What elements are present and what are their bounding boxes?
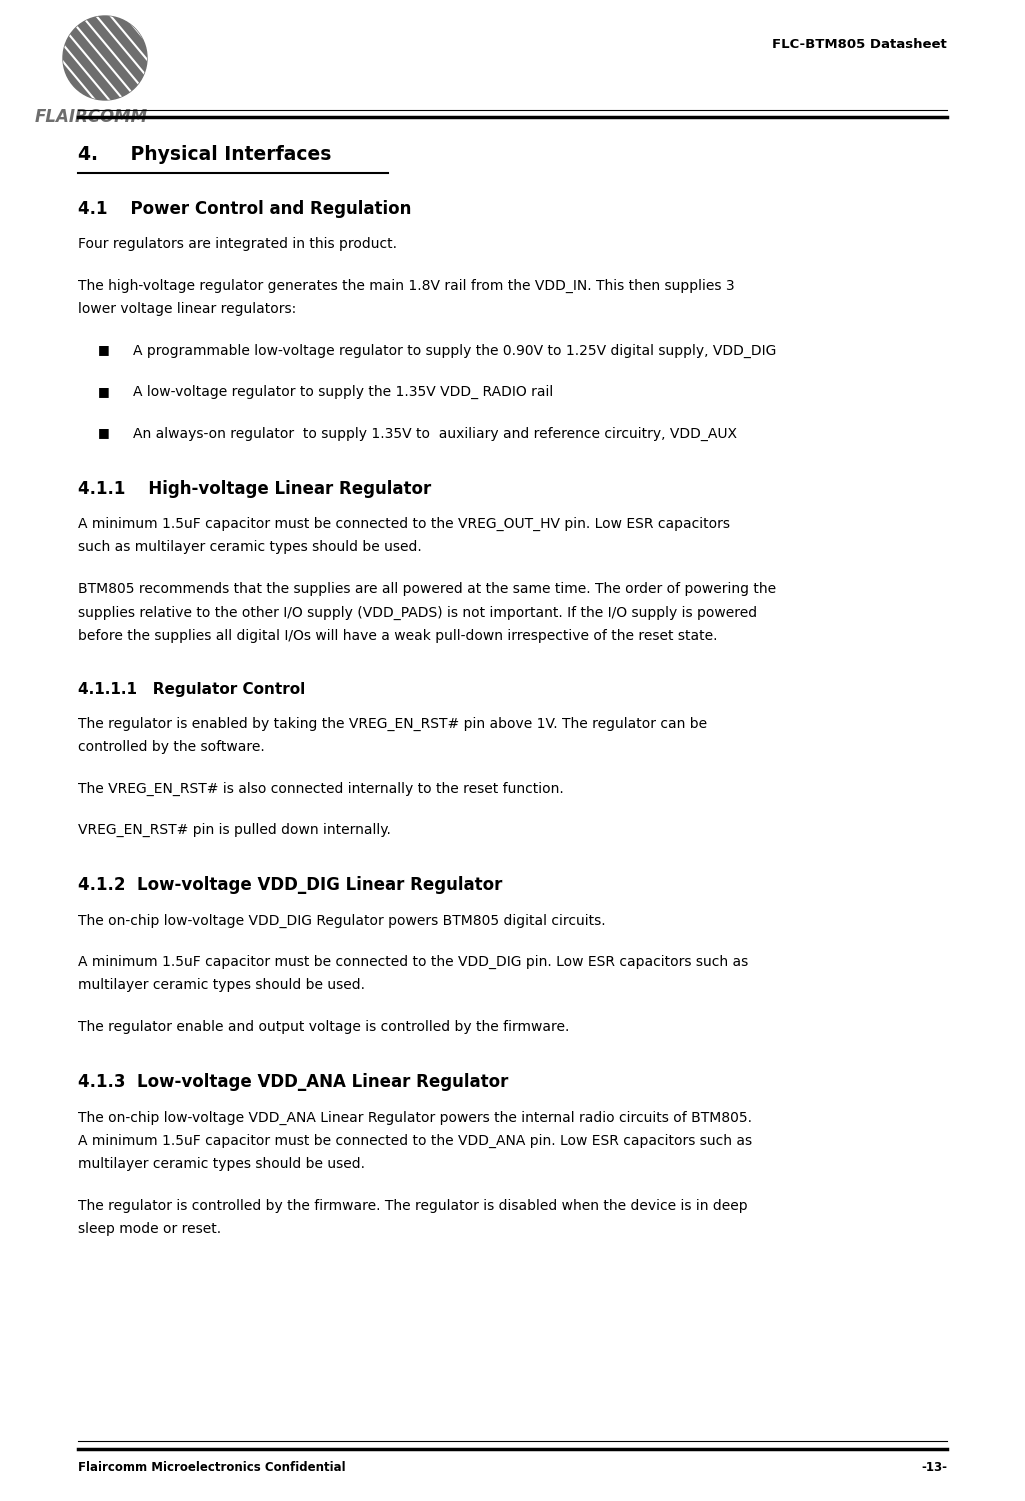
Text: The high-voltage regulator generates the main 1.8V rail from the VDD_IN. This th: The high-voltage regulator generates the…	[78, 279, 735, 293]
Text: The VREG_EN_RST# is also connected internally to the reset function.: The VREG_EN_RST# is also connected inter…	[78, 782, 564, 796]
Text: controlled by the software.: controlled by the software.	[78, 740, 264, 754]
Text: A minimum 1.5uF capacitor must be connected to the VREG_OUT_HV pin. Low ESR capa: A minimum 1.5uF capacitor must be connec…	[78, 516, 730, 531]
Text: The regulator is enabled by taking the VREG_EN_RST# pin above 1V. The regulator : The regulator is enabled by taking the V…	[78, 716, 707, 731]
Text: A low-voltage regulator to supply the 1.35V VDD_ RADIO rail: A low-voltage regulator to supply the 1.…	[133, 384, 554, 399]
Text: such as multilayer ceramic types should be used.: such as multilayer ceramic types should …	[78, 540, 421, 554]
Text: 4.1.2  Low-voltage VDD_DIG Linear Regulator: 4.1.2 Low-voltage VDD_DIG Linear Regulat…	[78, 877, 502, 895]
Text: The on-chip low-voltage VDD_DIG Regulator powers BTM805 digital circuits.: The on-chip low-voltage VDD_DIG Regulato…	[78, 914, 606, 928]
Text: Four regulators are integrated in this product.: Four regulators are integrated in this p…	[78, 237, 397, 251]
Text: 4.1.1.1   Regulator Control: 4.1.1.1 Regulator Control	[78, 683, 305, 698]
Text: 4.     Physical Interfaces: 4. Physical Interfaces	[78, 146, 331, 164]
Text: 4.1.3  Low-voltage VDD_ANA Linear Regulator: 4.1.3 Low-voltage VDD_ANA Linear Regulat…	[78, 1073, 508, 1091]
Text: ■: ■	[98, 344, 110, 357]
Text: A minimum 1.5uF capacitor must be connected to the VDD_ANA pin. Low ESR capacito: A minimum 1.5uF capacitor must be connec…	[78, 1133, 752, 1148]
Text: multilayer ceramic types should be used.: multilayer ceramic types should be used.	[78, 1157, 365, 1171]
Text: lower voltage linear regulators:: lower voltage linear regulators:	[78, 302, 296, 317]
Text: Flaircomm Microelectronics Confidential: Flaircomm Microelectronics Confidential	[78, 1460, 345, 1474]
Text: BTM805 recommends that the supplies are all powered at the same time. The order : BTM805 recommends that the supplies are …	[78, 582, 776, 596]
Text: The regulator enable and output voltage is controlled by the firmware.: The regulator enable and output voltage …	[78, 1021, 569, 1034]
Text: -13-: -13-	[921, 1460, 947, 1474]
Text: VREG_EN_RST# pin is pulled down internally.: VREG_EN_RST# pin is pulled down internal…	[78, 823, 391, 838]
Text: 4.1    Power Control and Regulation: 4.1 Power Control and Regulation	[78, 200, 411, 218]
Text: The regulator is controlled by the firmware. The regulator is disabled when the : The regulator is controlled by the firmw…	[78, 1199, 747, 1213]
Text: A programmable low-voltage regulator to supply the 0.90V to 1.25V digital supply: A programmable low-voltage regulator to …	[133, 344, 776, 357]
Text: FLC-BTM805 Datasheet: FLC-BTM805 Datasheet	[772, 38, 947, 51]
Text: multilayer ceramic types should be used.: multilayer ceramic types should be used.	[78, 979, 365, 992]
Text: before the supplies all digital I/Os will have a weak pull-down irrespective of : before the supplies all digital I/Os wil…	[78, 629, 718, 642]
Text: FLAIRCOMM: FLAIRCOMM	[35, 108, 149, 126]
Circle shape	[63, 17, 147, 101]
Text: sleep mode or reset.: sleep mode or reset.	[78, 1222, 221, 1237]
Text: supplies relative to the other I/O supply (VDD_PADS) is not important. If the I/: supplies relative to the other I/O suppl…	[78, 605, 757, 620]
Text: A minimum 1.5uF capacitor must be connected to the VDD_DIG pin. Low ESR capacito: A minimum 1.5uF capacitor must be connec…	[78, 955, 748, 970]
Text: ■: ■	[98, 426, 110, 440]
Text: An always-on regulator  to supply 1.35V to  auxiliary and reference circuitry, V: An always-on regulator to supply 1.35V t…	[133, 426, 737, 441]
Text: ■: ■	[98, 384, 110, 398]
Text: The on-chip low-voltage VDD_ANA Linear Regulator powers the internal radio circu: The on-chip low-voltage VDD_ANA Linear R…	[78, 1111, 752, 1124]
Text: 4.1.1    High-voltage Linear Regulator: 4.1.1 High-voltage Linear Regulator	[78, 480, 432, 498]
